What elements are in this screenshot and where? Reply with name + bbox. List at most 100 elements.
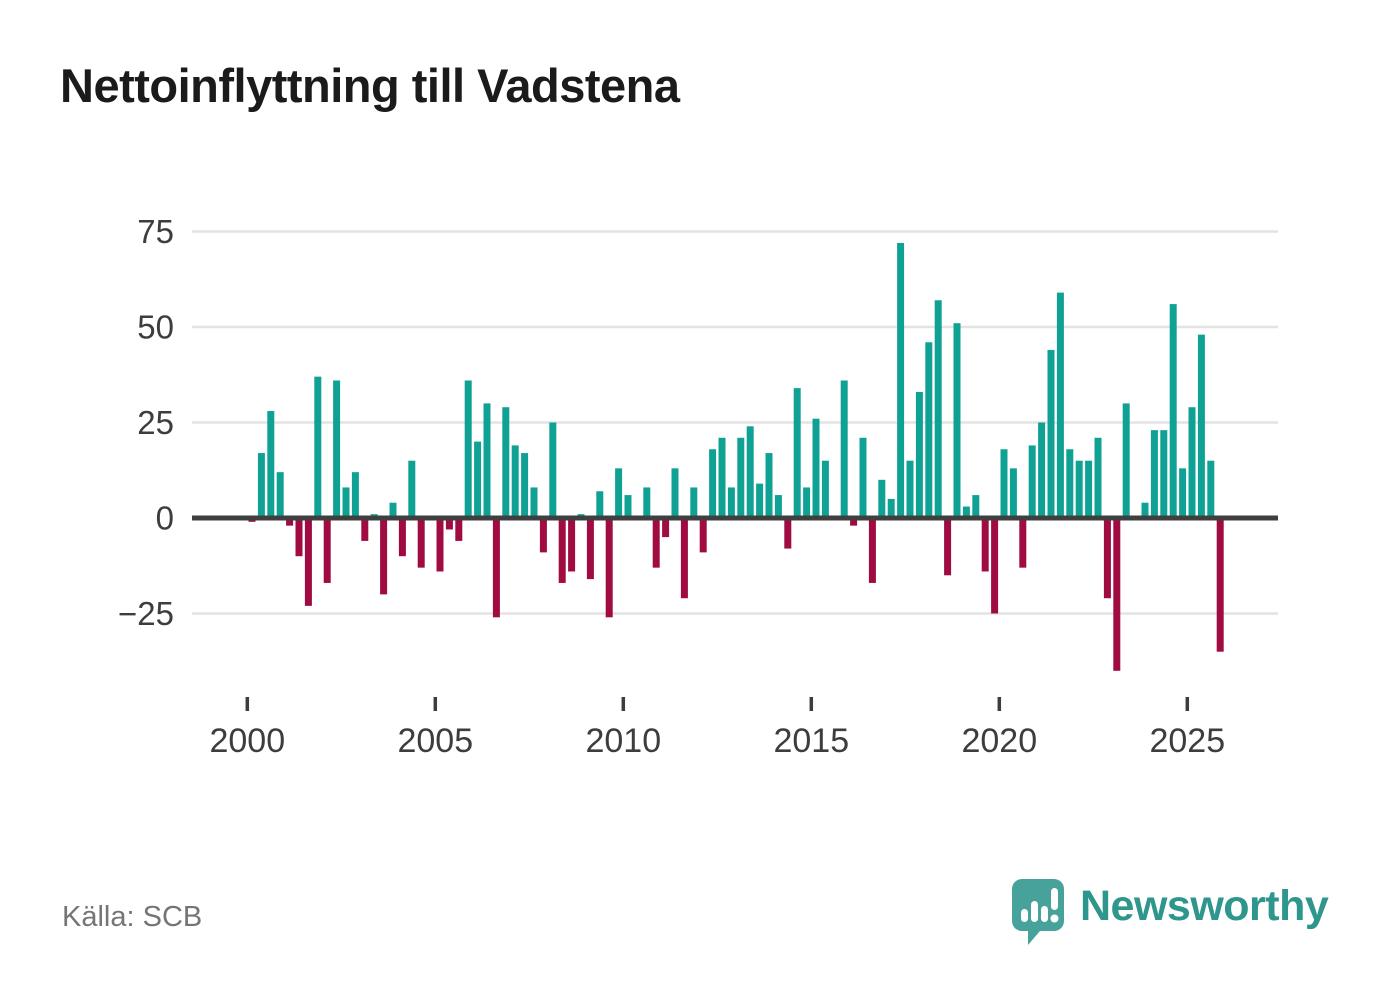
x-tick-label-2010: 2010 (585, 722, 661, 760)
bar-chart-speech-bubble-icon (1012, 879, 1064, 945)
bar-2007-q1 (511, 445, 519, 518)
bar-2016-q2 (859, 437, 867, 518)
bar-2020-q3 (1019, 518, 1027, 568)
bar-2000-q2 (257, 453, 265, 518)
x-axis-ticks (245, 697, 1190, 711)
y-tick-label: 50 (137, 309, 174, 346)
bar-2002-q1 (323, 518, 331, 583)
x-tick-label-2020: 2020 (961, 722, 1037, 760)
bar-2006-q1 (474, 441, 482, 518)
bar-2014-q4 (803, 487, 811, 518)
bar-2016-q3 (868, 518, 876, 583)
bar-2024-q1 (1150, 430, 1158, 518)
bar-2014-q3 (793, 388, 801, 518)
bar-2005-q3 (455, 518, 463, 541)
bar-2023-q2 (1122, 403, 1130, 518)
gridlines (192, 230, 1278, 615)
bar-2011-q1 (662, 518, 670, 538)
x-axis-labels: 2000 2005 2010 2015 2020 2025 (209, 722, 1225, 760)
bar-2021-q1 (1038, 422, 1046, 518)
bar-2001-q4 (314, 376, 322, 518)
bar-2017-q1 (887, 498, 895, 518)
bar-2009-q2 (596, 491, 604, 518)
bar-2014-q1 (774, 495, 782, 518)
bar-2022-q4 (1103, 518, 1111, 599)
bar-2008-q2 (558, 518, 566, 583)
page-title: Nettoinflyttning till Vadstena (60, 59, 680, 112)
bar-2011-q3 (680, 518, 688, 599)
x-tick-label-2000: 2000 (209, 722, 285, 760)
y-axis-labels: 75 50 25 0 −25 (118, 213, 174, 632)
newsworthy-wordmark: Newsworthy (1080, 882, 1329, 930)
bar-2023-q1 (1113, 518, 1121, 671)
bar-2002-q2 (333, 380, 341, 518)
bar-2007-q3 (530, 487, 538, 518)
bar-2013-q1 (737, 437, 745, 518)
bar-2021-q3 (1056, 292, 1064, 518)
bar-2012-q1 (699, 518, 707, 553)
bar-2000-q4 (276, 472, 284, 518)
bar-2013-q4 (765, 453, 773, 518)
bar-2025-q2 (1197, 334, 1205, 518)
bar-2020-q4 (1028, 445, 1036, 518)
bar-2017-q3 (906, 460, 914, 518)
bar-2023-q4 (1141, 502, 1149, 518)
bar-2010-q4 (652, 518, 660, 568)
bar-2019-q4 (991, 518, 999, 614)
bar-2018-q2 (934, 300, 942, 518)
bar-2022-q1 (1075, 460, 1083, 518)
bar-2002-q4 (351, 472, 359, 518)
bar-2009-q4 (615, 468, 623, 518)
bar-2006-q2 (483, 403, 491, 518)
source-note: Källa: SCB (62, 901, 203, 933)
y-tick-label: 25 (137, 404, 174, 441)
bar-2013-q3 (756, 483, 764, 518)
bar-2025-q4 (1216, 518, 1224, 652)
bar-2009-q1 (586, 518, 594, 580)
bars (248, 242, 1224, 671)
bar-2006-q3 (492, 518, 500, 618)
bar-2024-q2 (1160, 430, 1168, 518)
bar-2012-q2 (709, 449, 717, 518)
bar-2025-q1 (1188, 407, 1196, 518)
y-tick-label: 75 (137, 213, 174, 250)
bar-2019-q3 (981, 518, 989, 572)
bar-2006-q4 (502, 407, 510, 518)
bar-2018-q4 (953, 323, 961, 518)
bar-2015-q2 (821, 460, 829, 518)
bar-2019-q2 (972, 495, 980, 518)
y-tick-label: 0 (156, 500, 174, 537)
bar-2020-q1 (1000, 449, 1008, 518)
bar-2001-q2 (295, 518, 303, 557)
bar-2016-q4 (878, 479, 886, 518)
bar-2012-q4 (727, 487, 735, 518)
bar-2005-q2 (445, 518, 453, 530)
x-tick-label-2025: 2025 (1149, 722, 1225, 760)
bar-2003-q1 (361, 518, 369, 541)
bar-2017-q4 (915, 391, 923, 518)
bar-2018-q3 (944, 518, 952, 576)
bar-2021-q4 (1066, 449, 1074, 518)
bar-2014-q2 (784, 518, 792, 549)
bar-2005-q1 (436, 518, 444, 572)
bar-2010-q1 (624, 495, 632, 518)
bar-2019-q1 (962, 506, 970, 518)
bar-2009-q3 (605, 518, 613, 618)
bar-2011-q4 (690, 487, 698, 518)
bar-2001-q3 (304, 518, 312, 606)
bar-2024-q3 (1169, 304, 1177, 518)
bar-2003-q4 (389, 502, 397, 518)
bar-2012-q3 (718, 437, 726, 518)
bar-2005-q4 (464, 380, 472, 518)
bar-2011-q2 (671, 468, 679, 518)
bar-2003-q3 (380, 518, 388, 595)
bar-2025-q3 (1207, 460, 1215, 518)
bar-2001-q1 (286, 518, 294, 526)
bar-2008-q3 (568, 518, 576, 572)
newsworthy-logo: Newsworthy (1010, 877, 1329, 947)
bar-2015-q1 (812, 418, 820, 518)
bar-2008-q1 (549, 422, 557, 518)
bar-2000-q3 (267, 411, 275, 518)
